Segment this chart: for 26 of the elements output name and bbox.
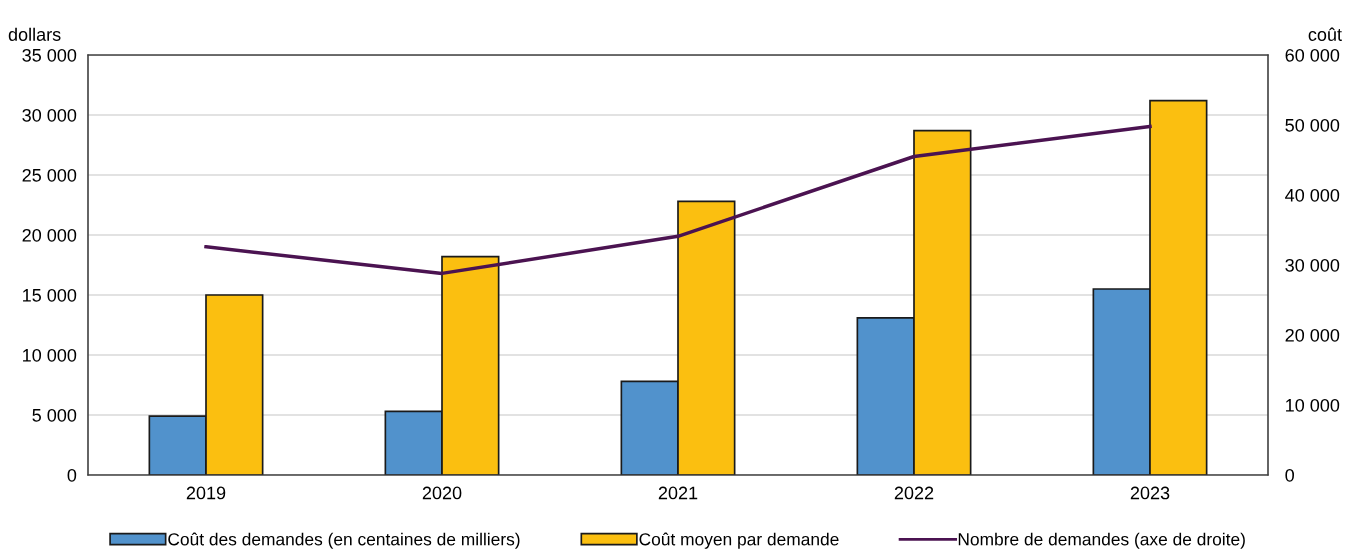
y-tick-label: 5 000 — [32, 408, 77, 422]
y2-tick-label: 0 — [1285, 468, 1294, 482]
y-tick-label: 15 000 — [23, 288, 77, 302]
y2-tick-label: 10 000 — [1286, 398, 1340, 412]
legend-label: Coût moyen par demande — [639, 532, 839, 549]
y-tick-label: 10 000 — [23, 348, 77, 362]
y2-axis-title: coût — [1308, 27, 1342, 41]
y-tick-label: 30 000 — [22, 108, 77, 122]
y2-tick-label: 20 000 — [1285, 328, 1340, 342]
legend-label: Coût des demandes (en centaines de milliers) — [168, 532, 520, 549]
y2-tick-label: 50 000 — [1285, 118, 1340, 132]
y-tick-label: 20 000 — [22, 228, 77, 242]
line-series — [204, 124, 1152, 276]
y2-tick-label: 60 000 — [1285, 48, 1340, 62]
x-tick-label: 2020 — [422, 486, 462, 500]
y2-tick-label: 30 000 — [1285, 258, 1340, 272]
y-tick-label: 35 000 — [22, 48, 77, 62]
x-tick-label: 2021 — [658, 486, 698, 500]
legend-label: Nombre de demandes (axe de droite) — [958, 532, 1245, 549]
y-tick-label: 0 — [67, 468, 77, 482]
x-tick-label: 2023 — [1130, 486, 1170, 500]
y-axis-title: dollars — [8, 27, 61, 41]
y-tick-label: 25 000 — [22, 168, 77, 182]
y2-tick-label: 40 000 — [1285, 188, 1340, 202]
x-tick-label: 2022 — [894, 486, 934, 500]
x-tick-label: 2019 — [186, 486, 226, 500]
